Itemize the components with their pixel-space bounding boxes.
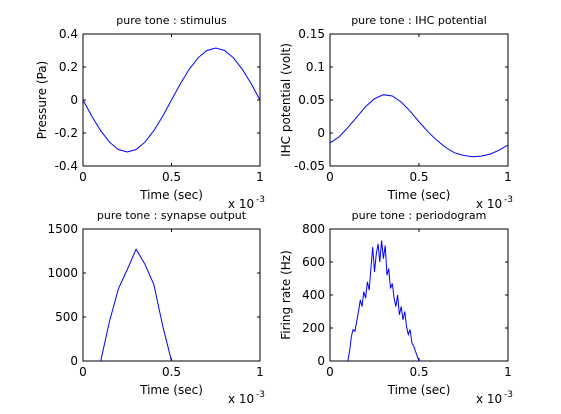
x-axis-label: Time (sec) bbox=[139, 188, 203, 202]
x-exponent-label: x 10 bbox=[476, 392, 502, 406]
y-tick-label: 0.05 bbox=[298, 93, 325, 107]
y-tick-label: 200 bbox=[302, 321, 325, 335]
x-exponent-value: -3 bbox=[256, 195, 265, 205]
series-line bbox=[329, 94, 509, 158]
x-exponent-value: -3 bbox=[504, 390, 513, 400]
subplot-1: 0 0.5 1 -0.4 -0.2 0 0.2 0.4 pure tone : stimulus… bbox=[35, 14, 265, 211]
y-tick-label: 0.1 bbox=[306, 60, 325, 74]
chart-title: pure tone : stimulus bbox=[116, 14, 227, 27]
x-tick-label: 1 bbox=[504, 170, 512, 184]
x-tick-label: 0 bbox=[79, 365, 87, 379]
x-axis-label: Time (sec) bbox=[387, 383, 451, 397]
y-tick-label: -0.05 bbox=[294, 159, 325, 173]
y-axis-label: Firing rate (Hz) bbox=[279, 250, 293, 340]
chart-title: pure tone : synapse output bbox=[97, 209, 247, 222]
x-exponent-label: x 10 bbox=[476, 197, 502, 211]
y-tick-label: 0 bbox=[317, 126, 325, 140]
y-tick-label: -0.4 bbox=[55, 159, 78, 173]
x-exponent-label: x 10 bbox=[228, 197, 254, 211]
y-tick-label: 500 bbox=[55, 310, 78, 324]
x-tick-label: 0.5 bbox=[409, 170, 428, 184]
x-tick-label: 0 bbox=[326, 170, 334, 184]
x-axis-label: Time (sec) bbox=[387, 188, 451, 202]
subplot-4: 0 0.5 1 0 200 400 600 800 pure tone : periodogra… bbox=[279, 209, 513, 406]
x-tick-label: 1 bbox=[256, 170, 264, 184]
y-axis-label: Pressure (Pa) bbox=[35, 61, 49, 139]
y-tick-label: -0.2 bbox=[55, 126, 78, 140]
series-line bbox=[347, 240, 420, 362]
subplot-3: 0 0.5 1 0 500 1000 1500 pure tone : synapse out… bbox=[47, 209, 265, 406]
y-axis-label: IHC potential (volt) bbox=[279, 43, 293, 157]
series-line bbox=[100, 248, 172, 362]
x-exponent-label: x 10 bbox=[228, 392, 254, 406]
x-exponent-value: -3 bbox=[256, 390, 265, 400]
y-tick-label: 800 bbox=[302, 222, 325, 236]
x-tick-label: 0.5 bbox=[162, 365, 181, 379]
y-tick-label: 400 bbox=[302, 288, 325, 302]
y-tick-label: 600 bbox=[302, 255, 325, 269]
plot-area bbox=[82, 228, 261, 362]
y-tick-label: 0 bbox=[70, 354, 78, 368]
x-tick-label: 0.5 bbox=[409, 365, 428, 379]
y-tick-label: 0 bbox=[317, 354, 325, 368]
x-tick-label: 1 bbox=[504, 365, 512, 379]
chart-title: pure tone : IHC potential bbox=[351, 14, 487, 27]
y-tick-label: 0.15 bbox=[298, 27, 325, 41]
x-tick-label: 0.5 bbox=[162, 170, 181, 184]
plot-area bbox=[329, 228, 509, 362]
chart-title: pure tone : periodogram bbox=[352, 209, 487, 222]
plot-area bbox=[329, 33, 509, 167]
series-line bbox=[82, 47, 261, 153]
y-tick-label: 0 bbox=[70, 93, 78, 107]
y-tick-label: 0.2 bbox=[59, 60, 78, 74]
y-tick-label: 1500 bbox=[47, 222, 78, 236]
x-tick-label: 0 bbox=[326, 365, 334, 379]
x-tick-label: 0 bbox=[79, 170, 87, 184]
x-axis-label: Time (sec) bbox=[139, 383, 203, 397]
y-tick-label: 1000 bbox=[47, 266, 78, 280]
x-exponent-value: -3 bbox=[504, 195, 513, 205]
x-tick-label: 1 bbox=[256, 365, 264, 379]
y-tick-label: 0.4 bbox=[59, 27, 78, 41]
